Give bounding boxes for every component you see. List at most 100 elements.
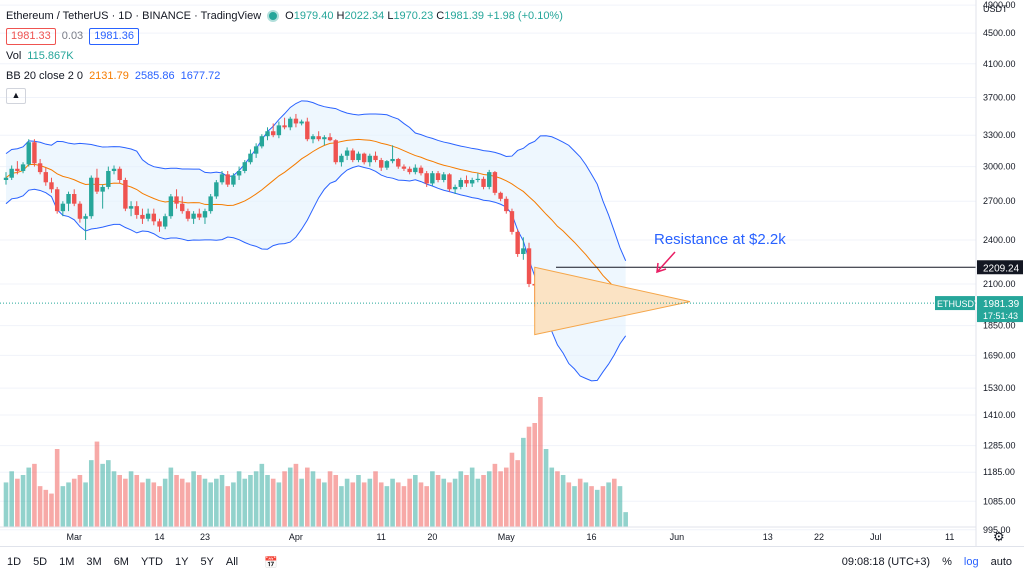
volume-bar [521, 437, 526, 527]
volume-bar [43, 489, 49, 527]
timeframe-option[interactable]: 6M [113, 556, 129, 568]
bb-label: BB 20 close 2 0 [6, 70, 84, 82]
volume-bar [378, 482, 384, 527]
candle-body [504, 198, 509, 212]
volume-bar [202, 478, 208, 527]
candle-body [447, 174, 452, 190]
timeframe-option[interactable]: 3M [86, 556, 102, 568]
price-axis-tick: 1850.00 [983, 321, 1016, 331]
candle-body [123, 180, 128, 209]
volume-bar [242, 478, 248, 527]
candle-body [242, 162, 247, 171]
volume-bar [600, 486, 606, 527]
candle-body [430, 173, 435, 184]
ask-price-button[interactable]: 1981.36 [89, 27, 139, 45]
low-value: 1970.23 [393, 10, 434, 22]
legend-bb-row[interactable]: BB 20 close 2 0 2131.79 2585.86 1677.72 [6, 66, 563, 86]
gear-icon[interactable]: ⚙ [993, 529, 1005, 544]
volume-bar [20, 475, 26, 527]
volume-bar [430, 471, 435, 527]
clock-readout[interactable]: 09:08:18 (UTC+3) [841, 556, 931, 568]
candle-body [316, 136, 321, 140]
candle-body [83, 216, 88, 219]
candle-body [356, 153, 361, 161]
symbol-title[interactable]: Ethereum / TetherUS · 1D · BINANCE · Tra… [6, 10, 262, 22]
time-axis-tick: 23 [200, 532, 210, 542]
candle-body [231, 175, 236, 185]
price-axis-tick: 3700.00 [983, 93, 1016, 103]
candle-body [26, 142, 31, 165]
volume-bar [327, 471, 333, 527]
log-scale-toggle[interactable]: log [963, 556, 979, 568]
candle-body [361, 153, 367, 163]
candle-body [333, 140, 338, 163]
timeframe-option[interactable]: 1M [59, 556, 75, 568]
volume-bar [134, 475, 140, 527]
chevron-up-icon[interactable]: ▲ [6, 88, 26, 104]
candle-body [32, 142, 37, 164]
candle-body [66, 194, 71, 204]
auto-scale-toggle[interactable]: auto [990, 556, 1012, 568]
close-value: 1981.39 [444, 10, 484, 22]
volume-bar [151, 482, 157, 527]
bid-price-button[interactable]: 1981.33 [6, 27, 56, 45]
volume-bar [577, 478, 583, 527]
last-price-text: 1981.39 [983, 299, 1020, 310]
volume-bar [509, 452, 515, 527]
volume-bar [606, 482, 611, 527]
time-axis[interactable]: 14Mar1423Apr1120May16Jun1322Jul11 [0, 532, 954, 542]
price-axis-tick: 1530.00 [983, 383, 1016, 393]
time-axis-tick: Jul [870, 532, 882, 542]
volume-bar [538, 397, 543, 527]
volume-bar [37, 486, 43, 527]
timeframe-selector: 1D 5D 1M 3M 6M YTD 1Y 5Y All [7, 556, 250, 568]
volume-bar [276, 482, 282, 527]
timeframe-option[interactable]: 1D [7, 556, 22, 568]
volume-bar [174, 475, 179, 527]
volume-bar [526, 426, 532, 527]
volume-bar [225, 486, 231, 527]
timeframe-option[interactable]: 5D [33, 556, 48, 568]
candle-body [77, 203, 83, 219]
arrow-line [656, 251, 676, 273]
timeframe-option[interactable]: YTD [140, 556, 163, 568]
candle-body [350, 150, 355, 161]
timeframe-option[interactable]: 5Y [200, 556, 214, 568]
time-axis-tick: 22 [814, 532, 824, 542]
timeframe-option[interactable]: All [225, 556, 239, 568]
candle-body [509, 211, 515, 232]
candle-body [270, 131, 276, 136]
candle-body [435, 173, 441, 180]
volume-bar [3, 482, 9, 527]
volume-bar [322, 482, 327, 527]
close-label: C [436, 10, 445, 22]
legend-collapse-row: ▲ [6, 86, 563, 106]
bb-band-fill [6, 100, 626, 381]
timeframe-option[interactable]: 1Y [174, 556, 189, 568]
candle-body [15, 168, 20, 171]
change-value: +1.98 (+0.10%) [487, 10, 563, 22]
chart-canvas[interactable]: Resistance at $2.2k USDT5500.004900.0045… [0, 0, 1024, 546]
legend-volume-row[interactable]: Vol 115.867K [6, 46, 563, 66]
candle-body [72, 194, 77, 204]
candle-body [288, 118, 293, 128]
volume-bar [179, 478, 185, 527]
time-axis-tick: 16 [587, 532, 597, 542]
percent-scale-toggle[interactable]: % [942, 556, 952, 568]
candle-body [339, 155, 344, 163]
high-label: H [336, 10, 345, 22]
plot-area[interactable] [0, 0, 976, 527]
time-axis-tick: Apr [289, 532, 303, 542]
resistance-annotation: Resistance at $2.2k [654, 231, 786, 248]
volume-bar [32, 463, 37, 527]
calendar-icon[interactable]: 📅 [264, 556, 278, 569]
bb-upper-line [5, 100, 627, 261]
volume-bar [367, 478, 373, 527]
volume-bar [395, 482, 401, 527]
volume-bar [344, 478, 350, 527]
volume-bar [305, 467, 310, 527]
countdown-text: 17:51:43 [983, 311, 1018, 321]
price-axis[interactable]: USDT5500.004900.004500.004100.003700.003… [935, 0, 1023, 546]
candle-body [418, 167, 424, 174]
price-axis-tick: 3300.00 [983, 130, 1016, 140]
